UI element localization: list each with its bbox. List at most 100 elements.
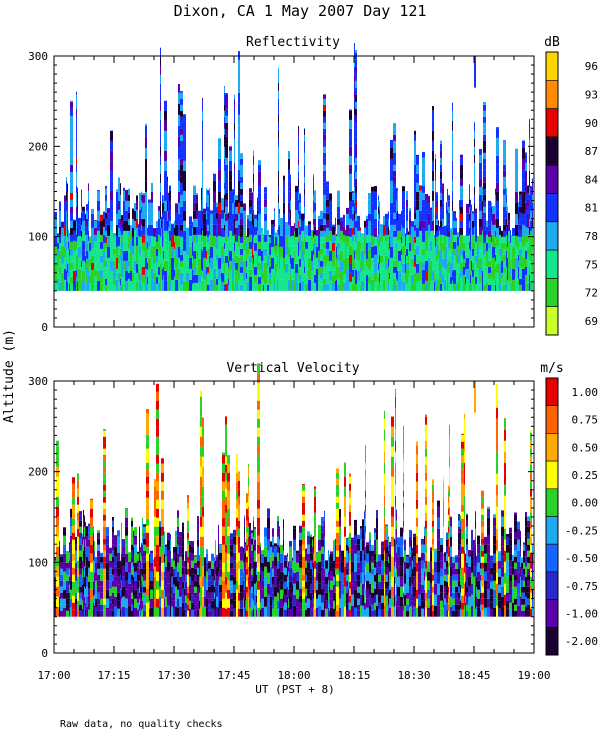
field-cell — [361, 260, 364, 271]
field-cell — [288, 169, 290, 181]
field-cell — [132, 281, 134, 291]
field-cell — [161, 535, 164, 545]
field-cell — [292, 608, 293, 617]
field-cell — [261, 607, 264, 617]
field-cell — [88, 280, 89, 291]
field-cell — [393, 158, 396, 165]
field-cell — [107, 213, 110, 225]
field-cell — [160, 65, 161, 75]
field-cell — [251, 574, 253, 581]
field-cell — [374, 254, 377, 264]
field-cell — [249, 562, 251, 572]
field-cell — [156, 234, 158, 242]
field-cell — [173, 576, 175, 585]
field-cell — [121, 562, 122, 572]
field-cell — [288, 607, 289, 617]
field-cell — [148, 257, 151, 269]
field-cell — [380, 234, 383, 242]
field-cell — [150, 580, 153, 590]
field-cell — [267, 242, 269, 249]
field-cell — [440, 192, 442, 200]
field-cell — [349, 209, 352, 219]
field-cell — [335, 586, 336, 593]
field-cell — [311, 240, 313, 251]
field-cell — [125, 607, 128, 617]
field-cell — [321, 609, 324, 617]
field-cell — [414, 200, 416, 207]
field-cell — [183, 150, 186, 161]
field-cell — [508, 240, 510, 251]
field-cell — [201, 227, 202, 235]
field-cell — [479, 178, 482, 187]
field-cell — [488, 236, 491, 243]
field-cell — [254, 539, 256, 551]
field-cell — [128, 236, 130, 243]
field-cell — [390, 257, 393, 269]
field-cell — [235, 199, 238, 207]
field-cell — [240, 164, 243, 171]
field-cell — [346, 257, 349, 269]
field-cell — [160, 263, 161, 273]
field-cell — [323, 212, 326, 219]
field-cell — [200, 606, 202, 617]
field-cell — [396, 242, 397, 249]
field-cell — [323, 242, 326, 249]
field-cell — [277, 536, 279, 545]
isolated-echo — [474, 56, 476, 88]
field-cell — [414, 272, 416, 279]
field-cell — [280, 279, 283, 291]
field-cell — [298, 157, 299, 165]
field-cell — [244, 544, 245, 554]
field-cell — [236, 526, 238, 536]
field-cell — [305, 269, 308, 277]
field-cell — [466, 213, 469, 225]
field-cell — [233, 544, 236, 553]
field-cell — [278, 67, 279, 75]
field-cell — [83, 594, 84, 606]
field-cell — [54, 218, 57, 228]
field-cell — [245, 600, 246, 609]
field-cell — [84, 576, 85, 587]
field-cell — [477, 246, 479, 258]
field-cell — [70, 108, 73, 116]
field-cell — [132, 209, 134, 219]
field-cell — [249, 523, 251, 527]
field-cell — [320, 248, 323, 255]
field-cell — [483, 152, 486, 159]
field-cell — [85, 262, 86, 270]
field-cell — [294, 230, 295, 241]
field-cell — [154, 506, 156, 517]
field-cell — [109, 581, 112, 589]
field-cell — [75, 574, 77, 581]
field-cell — [336, 502, 339, 509]
field-cell — [206, 282, 207, 291]
field-cell — [90, 607, 93, 617]
field-cell — [499, 269, 501, 277]
field-cell — [148, 202, 151, 214]
field-cell — [83, 539, 84, 551]
field-cell — [527, 199, 529, 207]
field-cell — [430, 270, 432, 281]
field-cell — [320, 224, 323, 231]
field-cell — [414, 146, 416, 153]
field-cell — [164, 562, 165, 572]
field-cell — [519, 230, 522, 237]
field-cell — [302, 484, 305, 485]
field-cell — [66, 556, 69, 563]
field-cell — [222, 490, 225, 500]
field-cell — [326, 227, 329, 235]
field-cell — [175, 246, 178, 258]
field-cell — [164, 100, 167, 111]
field-cell — [316, 257, 318, 269]
field-cell — [141, 562, 142, 569]
field-cell — [81, 230, 82, 237]
field-cell — [150, 607, 153, 617]
field-cell — [314, 218, 316, 227]
field-cell — [66, 580, 69, 587]
field-cell — [304, 278, 305, 285]
field-cell — [82, 280, 85, 291]
field-cell — [278, 250, 279, 259]
field-cell — [183, 200, 186, 211]
field-cell — [332, 250, 335, 259]
field-cell — [156, 400, 159, 410]
